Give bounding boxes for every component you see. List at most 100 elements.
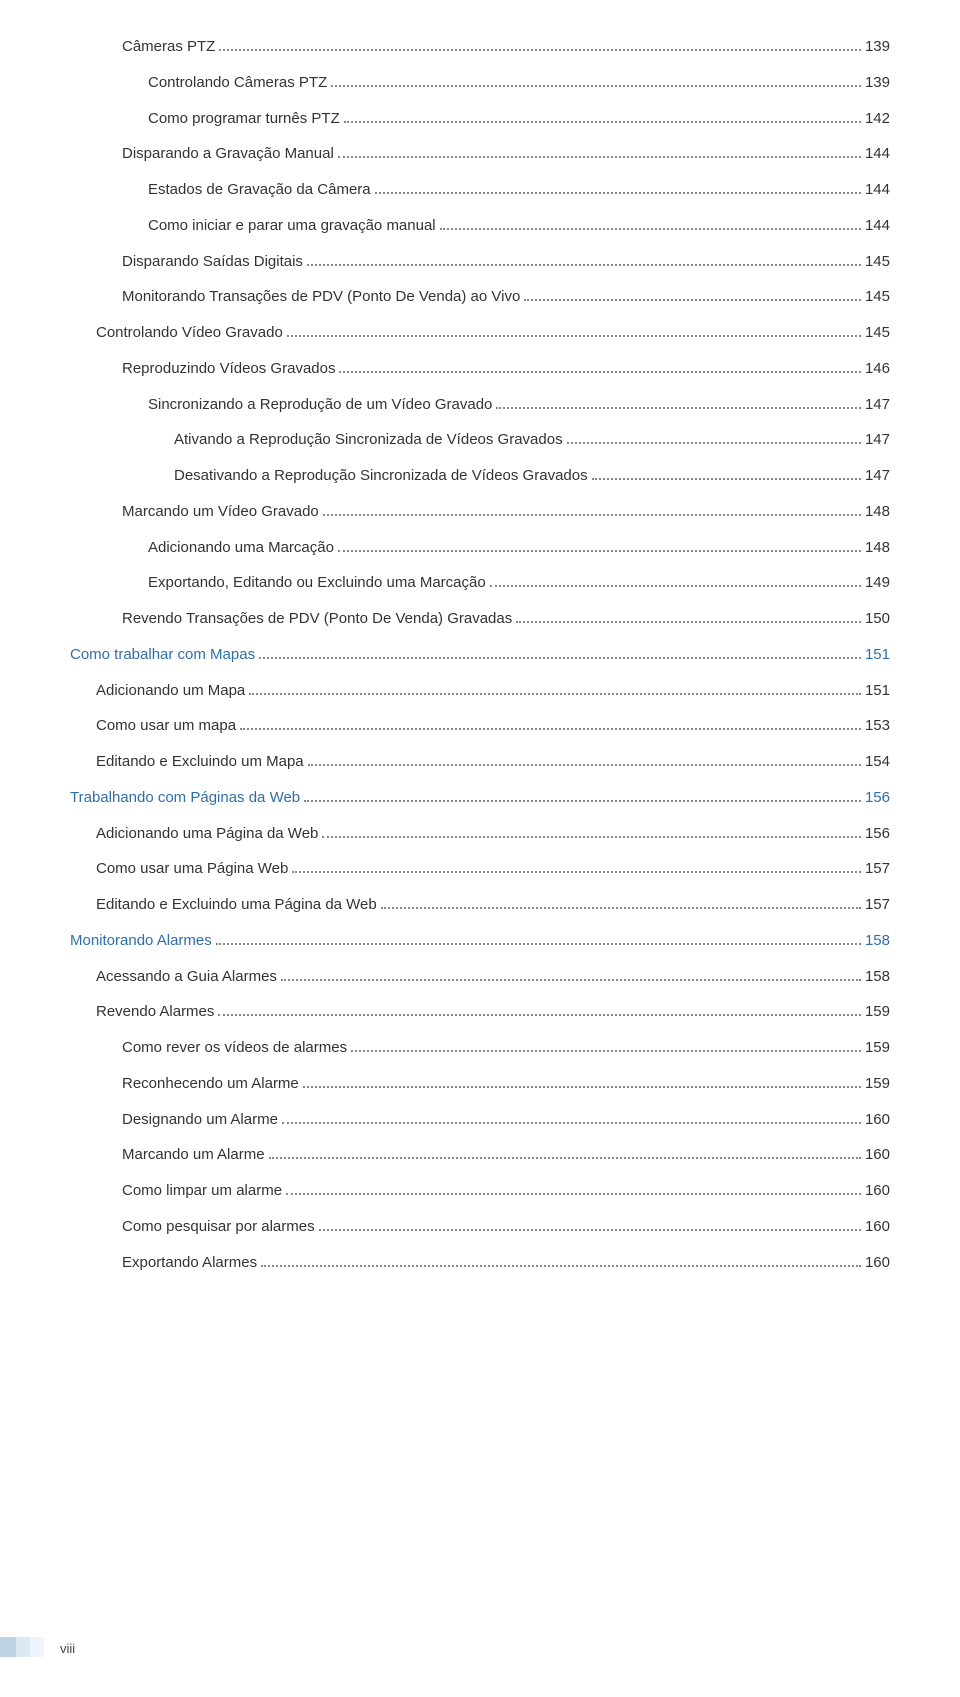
- toc-entry[interactable]: Revendo Transações de PDV (Ponto De Vend…: [70, 608, 890, 630]
- toc-entry-label: Monitorando Alarmes: [70, 930, 212, 952]
- toc-entry[interactable]: Reproduzindo Vídeos Gravados146: [70, 358, 890, 380]
- toc-entry[interactable]: Câmeras PTZ139: [70, 36, 890, 58]
- page-number: viii: [60, 1641, 75, 1656]
- toc-entry[interactable]: Revendo Alarmes159: [70, 1001, 890, 1023]
- toc-entry-label: Editando e Excluindo um Mapa: [96, 751, 304, 773]
- toc-entry-label: Controlando Vídeo Gravado: [96, 322, 283, 344]
- toc-entry[interactable]: Acessando a Guia Alarmes158: [70, 966, 890, 988]
- toc-entry-page: 145: [865, 251, 890, 273]
- toc-entry-label: Disparando Saídas Digitais: [122, 251, 303, 273]
- toc-entry[interactable]: Trabalhando com Páginas da Web156: [70, 787, 890, 809]
- toc-entry[interactable]: Adicionando um Mapa 151: [70, 680, 890, 702]
- toc-entry-label: Disparando a Gravação Manual: [122, 143, 334, 165]
- dot-leader: [331, 85, 861, 87]
- dot-leader: [269, 1157, 861, 1159]
- toc-entry[interactable]: Ativando a Reprodução Sincronizada de Ví…: [70, 429, 890, 451]
- toc-entry[interactable]: Como usar uma Página Web157: [70, 858, 890, 880]
- toc-entry[interactable]: Monitorando Alarmes 158: [70, 930, 890, 952]
- dot-leader: [338, 550, 861, 552]
- toc-entry-page: 157: [865, 858, 890, 880]
- dot-leader: [249, 693, 861, 695]
- toc-entry[interactable]: Adicionando uma Marcação 148: [70, 537, 890, 559]
- toc-entry[interactable]: Reconhecendo um Alarme159: [70, 1073, 890, 1095]
- toc-entry-label: Designando um Alarme: [122, 1109, 278, 1131]
- toc-entry[interactable]: Como iniciar e parar uma gravação manual…: [70, 215, 890, 237]
- toc-entry-page: 156: [865, 787, 890, 809]
- toc-entry-page: 160: [865, 1109, 890, 1131]
- footer-decorative-bar: [0, 1637, 44, 1657]
- dot-leader: [322, 836, 861, 838]
- dot-leader: [259, 657, 861, 659]
- dot-leader: [216, 943, 861, 945]
- toc-entry-page: 158: [865, 930, 890, 952]
- dot-leader: [338, 156, 861, 158]
- dot-leader: [339, 371, 861, 373]
- toc-entry-page: 144: [865, 215, 890, 237]
- toc-entry-label: Exportando Alarmes: [122, 1252, 257, 1274]
- toc-entry[interactable]: Sincronizando a Reprodução de um Vídeo G…: [70, 394, 890, 416]
- dot-leader: [381, 907, 861, 909]
- toc-entry[interactable]: Como usar um mapa153: [70, 715, 890, 737]
- dot-leader: [281, 979, 861, 981]
- toc-entry[interactable]: Exportando, Editando ou Excluindo uma Ma…: [70, 572, 890, 594]
- toc-entry[interactable]: Disparando Saídas Digitais 145: [70, 251, 890, 273]
- toc-entry-label: Como trabalhar com Mapas: [70, 644, 255, 666]
- toc-entry-page: 154: [865, 751, 890, 773]
- page-footer: viii: [70, 1633, 890, 1657]
- dot-leader: [307, 264, 861, 266]
- toc-entry-page: 142: [865, 108, 890, 130]
- toc-entry-page: 147: [865, 394, 890, 416]
- toc-entry-page: 159: [865, 1001, 890, 1023]
- toc-entry[interactable]: Como trabalhar com Mapas 151: [70, 644, 890, 666]
- toc-entry-page: 150: [865, 608, 890, 630]
- toc-entry[interactable]: Designando um Alarme 160: [70, 1109, 890, 1131]
- dot-leader: [219, 49, 861, 51]
- toc-entry[interactable]: Como pesquisar por alarmes160: [70, 1216, 890, 1238]
- toc-entry-label: Acessando a Guia Alarmes: [96, 966, 277, 988]
- dot-leader: [261, 1265, 861, 1267]
- toc-entry-page: 151: [865, 644, 890, 666]
- dot-leader: [351, 1050, 861, 1052]
- toc-entry[interactable]: Controlando Vídeo Gravado 145: [70, 322, 890, 344]
- dot-leader: [323, 514, 861, 516]
- toc-entry[interactable]: Estados de Gravação da Câmera144: [70, 179, 890, 201]
- toc-entry[interactable]: Editando e Excluindo um Mapa 154: [70, 751, 890, 773]
- toc-entry[interactable]: Desativando a Reprodução Sincronizada de…: [70, 465, 890, 487]
- dot-leader: [218, 1014, 861, 1016]
- toc-entry[interactable]: Exportando Alarmes160: [70, 1252, 890, 1274]
- toc-entry[interactable]: Marcando um Vídeo Gravado148: [70, 501, 890, 523]
- toc-entry-page: 148: [865, 537, 890, 559]
- toc-entry-page: 146: [865, 358, 890, 380]
- toc-entry-label: Reconhecendo um Alarme: [122, 1073, 299, 1095]
- toc-entry-page: 149: [865, 572, 890, 594]
- toc-entry-label: Monitorando Transações de PDV (Ponto De …: [122, 286, 520, 308]
- dot-leader: [496, 407, 861, 409]
- toc-entry-label: Editando e Excluindo uma Página da Web: [96, 894, 377, 916]
- toc-entry[interactable]: Adicionando uma Página da Web156: [70, 823, 890, 845]
- toc-entry-label: Revendo Transações de PDV (Ponto De Vend…: [122, 608, 512, 630]
- toc-entry-page: 139: [865, 36, 890, 58]
- toc-entry[interactable]: Monitorando Transações de PDV (Ponto De …: [70, 286, 890, 308]
- dot-leader: [282, 1122, 861, 1124]
- toc-entry[interactable]: Como limpar um alarme160: [70, 1180, 890, 1202]
- toc-entry-page: 151: [865, 680, 890, 702]
- toc-entry-label: Adicionando um Mapa: [96, 680, 245, 702]
- dot-leader: [308, 764, 861, 766]
- toc-entry[interactable]: Disparando a Gravação Manual144: [70, 143, 890, 165]
- toc-entry-page: 145: [865, 322, 890, 344]
- toc-entry-label: Como rever os vídeos de alarmes: [122, 1037, 347, 1059]
- toc-entry-page: 153: [865, 715, 890, 737]
- toc-entry[interactable]: Como rever os vídeos de alarmes159: [70, 1037, 890, 1059]
- dot-leader: [490, 585, 861, 587]
- toc-entry-label: Estados de Gravação da Câmera: [148, 179, 371, 201]
- toc-entry[interactable]: Editando e Excluindo uma Página da Web15…: [70, 894, 890, 916]
- dot-leader: [344, 121, 861, 123]
- dot-leader: [303, 1086, 861, 1088]
- toc-entry-label: Como pesquisar por alarmes: [122, 1216, 315, 1238]
- toc-entry-label: Exportando, Editando ou Excluindo uma Ma…: [148, 572, 486, 594]
- toc-entry[interactable]: Marcando um Alarme160: [70, 1144, 890, 1166]
- dot-leader: [524, 299, 861, 301]
- toc-entry[interactable]: Como programar turnês PTZ142: [70, 108, 890, 130]
- toc-entry-label: Adicionando uma Marcação: [148, 537, 334, 559]
- toc-entry[interactable]: Controlando Câmeras PTZ139: [70, 72, 890, 94]
